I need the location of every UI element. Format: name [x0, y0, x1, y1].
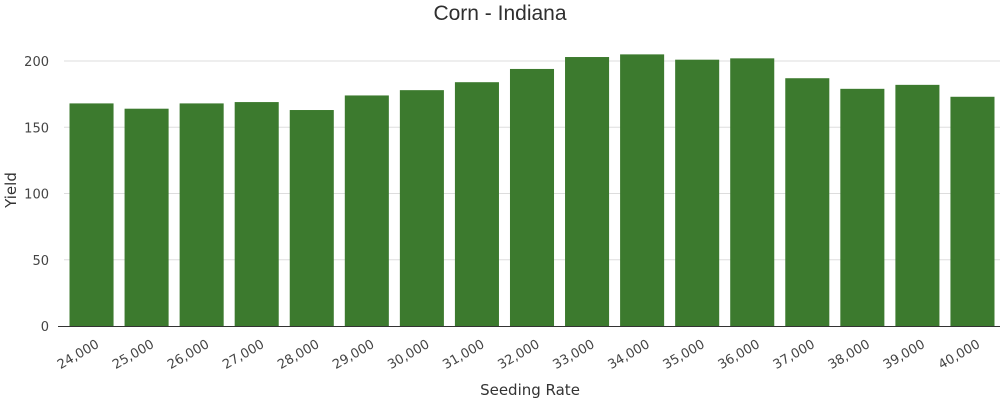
bar — [124, 108, 169, 326]
y-tick-label: 50 — [32, 254, 49, 269]
x-tick-label: 32,000 — [495, 337, 542, 373]
bar — [675, 59, 720, 327]
bar — [69, 103, 114, 327]
x-tick-label: 24,000 — [55, 337, 102, 373]
x-tick-label: 35,000 — [661, 337, 708, 373]
bar — [620, 54, 665, 326]
bar — [509, 68, 555, 326]
x-tick-label: 28,000 — [275, 337, 322, 373]
x-tick-label: 39,000 — [881, 337, 928, 373]
x-tick-label: 30,000 — [385, 337, 432, 373]
bar — [785, 78, 830, 326]
bar — [840, 88, 885, 326]
x-tick-label: 26,000 — [165, 337, 212, 373]
x-tick-label: 25,000 — [110, 337, 157, 373]
y-tick-label: 150 — [24, 121, 49, 136]
x-tick-label: 38,000 — [826, 337, 873, 373]
x-tick-labels: 24,000 25,000 26,000 27,000 28,000 29,000 30,0… — [55, 337, 983, 373]
y-tick-labels: 0 50 100 150 200 — [24, 55, 49, 335]
x-axis-label: Seeding Rate — [480, 381, 580, 399]
bar — [399, 90, 444, 327]
bar — [289, 110, 334, 327]
x-tick-label: 33,000 — [551, 337, 598, 373]
y-axis-label: Yield — [2, 172, 20, 209]
x-tick-label: 34,000 — [606, 337, 653, 373]
x-tick-label: 27,000 — [220, 337, 267, 373]
bar — [950, 96, 995, 327]
x-tick-label: 29,000 — [330, 337, 377, 373]
y-tick-label: 0 — [41, 320, 49, 335]
bar — [565, 57, 610, 327]
bar — [344, 95, 389, 326]
y-tick-label: 100 — [24, 188, 49, 203]
chart-title: Corn - Indiana — [433, 2, 567, 25]
x-tick-label: 36,000 — [716, 337, 763, 373]
y-tick-label: 200 — [24, 55, 49, 70]
bar — [895, 84, 940, 326]
x-tick-label: 37,000 — [771, 337, 818, 373]
bar — [234, 102, 279, 326]
bar — [454, 82, 499, 326]
x-tick-label: 40,000 — [936, 337, 983, 373]
bar — [730, 58, 775, 326]
bars — [69, 54, 995, 327]
bar — [179, 103, 224, 327]
x-tick-label: 31,000 — [440, 337, 487, 373]
